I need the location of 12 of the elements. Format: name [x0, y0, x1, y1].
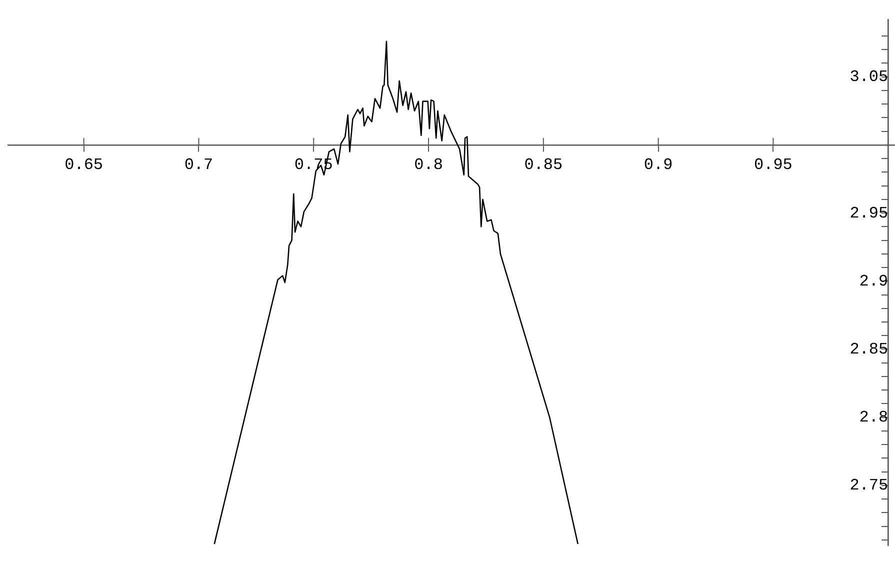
- y-tick-label: 2.9: [859, 272, 888, 290]
- x-tick-label: 0.95: [754, 156, 792, 174]
- x-tick-label: 0.85: [524, 156, 563, 174]
- y-tick-label: 2.85: [850, 340, 888, 358]
- y-tick-label: 2.75: [850, 476, 888, 495]
- x-tick-label: 0.9: [644, 156, 673, 174]
- x-tick-label: 0.7: [184, 156, 214, 174]
- x-tick-label: 0.8: [414, 156, 443, 174]
- x-tick-label: 0.65: [64, 156, 104, 174]
- y-tick-label: 3.05: [850, 68, 888, 86]
- y-tick-label: 2.95: [850, 204, 888, 222]
- y-tick-label: 2.8: [859, 408, 888, 427]
